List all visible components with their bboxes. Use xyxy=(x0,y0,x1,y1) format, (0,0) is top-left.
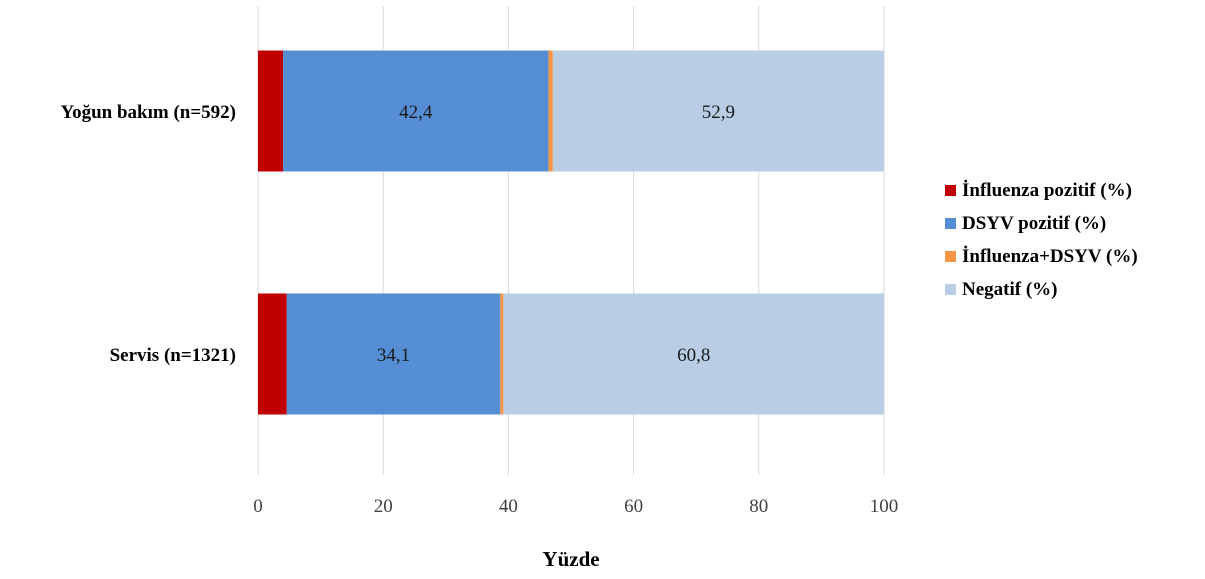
legend-swatch xyxy=(945,251,956,262)
category-labels: Yoğun bakım (n=592) Servis (n=1321) xyxy=(60,102,236,366)
x-tick-label: 40 xyxy=(499,496,518,517)
data-label: 42,4 xyxy=(399,102,433,123)
bar-segment xyxy=(258,50,284,172)
bar-segment xyxy=(258,293,287,415)
legend-swatch xyxy=(945,284,956,295)
bar-segment xyxy=(552,50,884,172)
legend-item: İnfluenza pozitif (%) xyxy=(945,174,1138,207)
legend-label: İnfluenza pozitif (%) xyxy=(962,179,1132,201)
data-label: 34,1 xyxy=(377,345,410,366)
legend-item: İnfluenza+DSYV (%) xyxy=(945,240,1138,273)
legend-swatch xyxy=(945,218,956,229)
legend-swatch xyxy=(945,185,956,196)
x-tick-label: 20 xyxy=(374,496,393,517)
bar-segment xyxy=(548,50,553,172)
bar-segment xyxy=(286,293,501,415)
legend-label: Negatif (%) xyxy=(962,278,1058,300)
x-tick-label: 80 xyxy=(749,496,768,517)
legend-label: İnfluenza+DSYV (%) xyxy=(962,245,1138,267)
legend-item: DSYV pozitif (%) xyxy=(945,207,1138,240)
bars xyxy=(258,50,884,415)
x-tick-label: 0 xyxy=(253,496,263,517)
legend-item: Negatif (%) xyxy=(945,273,1138,306)
legend-label: DSYV pozitif (%) xyxy=(962,212,1107,234)
x-axis-title: Yüzde xyxy=(542,547,599,571)
x-tick-label: 60 xyxy=(624,496,643,517)
category-label: Servis (n=1321) xyxy=(110,345,236,366)
category-label: Yoğun bakım (n=592) xyxy=(60,102,236,123)
bar-segment xyxy=(500,293,504,415)
x-tick-label: 100 xyxy=(870,496,899,517)
x-tick-labels: 0 20 40 60 80 100 xyxy=(253,496,898,517)
bar-segment xyxy=(503,293,884,415)
data-labels: 42,4 52,9 34,1 60,8 xyxy=(377,102,735,366)
bar-segment xyxy=(283,50,549,172)
data-label: 60,8 xyxy=(677,345,710,366)
data-label: 52,9 xyxy=(702,102,735,123)
legend: İnfluenza pozitif (%) DSYV pozitif (%) İnf… xyxy=(945,174,1138,306)
